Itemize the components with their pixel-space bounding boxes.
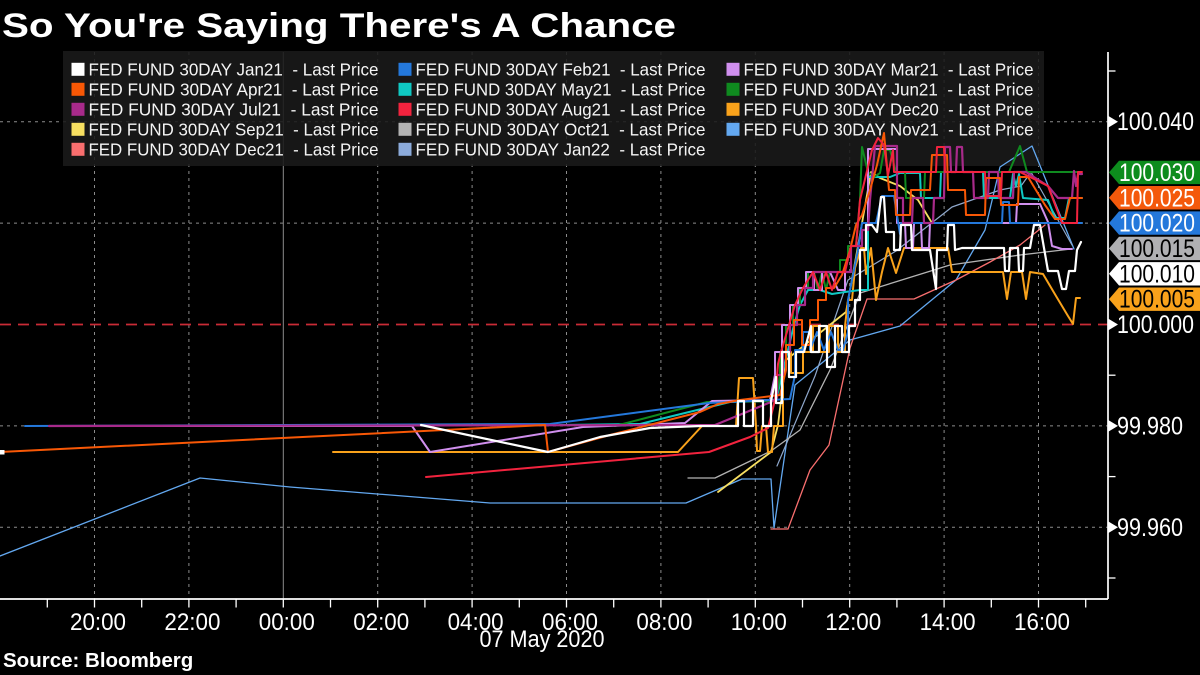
svg-text:100.000: 100.000 <box>1117 311 1194 339</box>
svg-text:20:00: 20:00 <box>70 609 126 636</box>
svg-text:FED FUND 30DAY Nov21 - Last P: FED FUND 30DAY Nov21 - Last Price <box>744 119 1034 139</box>
svg-text:FED FUND 30DAY Oct21 - Last P: FED FUND 30DAY Oct21 - Last Price <box>416 119 706 139</box>
svg-text:99.980: 99.980 <box>1117 412 1183 440</box>
svg-text:FED FUND 30DAY Apr21 - Last P: FED FUND 30DAY Apr21 - Last Price <box>89 79 379 99</box>
svg-text:So You're Saying There's A Cha: So You're Saying There's A Chance <box>2 7 676 45</box>
svg-text:Source: Bloomberg: Source: Bloomberg <box>3 649 193 672</box>
svg-text:22:00: 22:00 <box>164 609 220 636</box>
svg-text:10:00: 10:00 <box>731 609 787 636</box>
svg-text:00:00: 00:00 <box>259 609 315 636</box>
svg-text:FED FUND 30DAY Dec21 - Last P: FED FUND 30DAY Dec21 - Last Price <box>89 139 379 159</box>
svg-text:02:00: 02:00 <box>353 609 409 636</box>
svg-text:100.010: 100.010 <box>1119 260 1195 288</box>
svg-text:FED FUND 30DAY Dec20 - Last P: FED FUND 30DAY Dec20 - Last Price <box>744 99 1034 119</box>
svg-text:06:00: 06:00 <box>542 609 598 636</box>
svg-text:FED FUND 30DAY Jun21 - Last P: FED FUND 30DAY Jun21 - Last Price <box>744 79 1034 99</box>
svg-text:FED FUND 30DAY Mar21 - Last P: FED FUND 30DAY Mar21 - Last Price <box>744 59 1034 79</box>
svg-text:100.025: 100.025 <box>1119 184 1195 212</box>
svg-text:FED FUND 30DAY Jan21 - Last P: FED FUND 30DAY Jan21 - Last Price <box>89 59 379 79</box>
svg-text:07 May 2020: 07 May 2020 <box>480 626 605 653</box>
svg-text:100.015: 100.015 <box>1119 235 1195 263</box>
svg-text:08:00: 08:00 <box>636 609 692 636</box>
svg-text:FED FUND 30DAY Aug21 - Last P: FED FUND 30DAY Aug21 - Last Price <box>416 99 706 119</box>
svg-text:12:00: 12:00 <box>825 609 881 636</box>
svg-text:FED FUND 30DAY Jul21 - Last P: FED FUND 30DAY Jul21 - Last Price <box>89 99 379 119</box>
svg-text:99.960: 99.960 <box>1117 514 1183 542</box>
svg-text:FED FUND 30DAY Jan22 - Last P: FED FUND 30DAY Jan22 - Last Price <box>416 139 706 159</box>
svg-text:14:00: 14:00 <box>920 609 976 636</box>
svg-text:100.040: 100.040 <box>1117 108 1194 136</box>
svg-text:100.030: 100.030 <box>1119 159 1195 187</box>
svg-text:FED FUND 30DAY May21 - Last P: FED FUND 30DAY May21 - Last Price <box>416 79 706 99</box>
svg-text:FED FUND 30DAY Sep21 - Last P: FED FUND 30DAY Sep21 - Last Price <box>89 119 379 139</box>
svg-text:100.020: 100.020 <box>1119 210 1195 238</box>
svg-text:FED FUND 30DAY Feb21 - Last P: FED FUND 30DAY Feb21 - Last Price <box>416 59 706 79</box>
svg-text:100.005: 100.005 <box>1119 286 1195 314</box>
svg-text:16:00: 16:00 <box>1014 609 1070 636</box>
svg-text:04:00: 04:00 <box>448 609 504 636</box>
